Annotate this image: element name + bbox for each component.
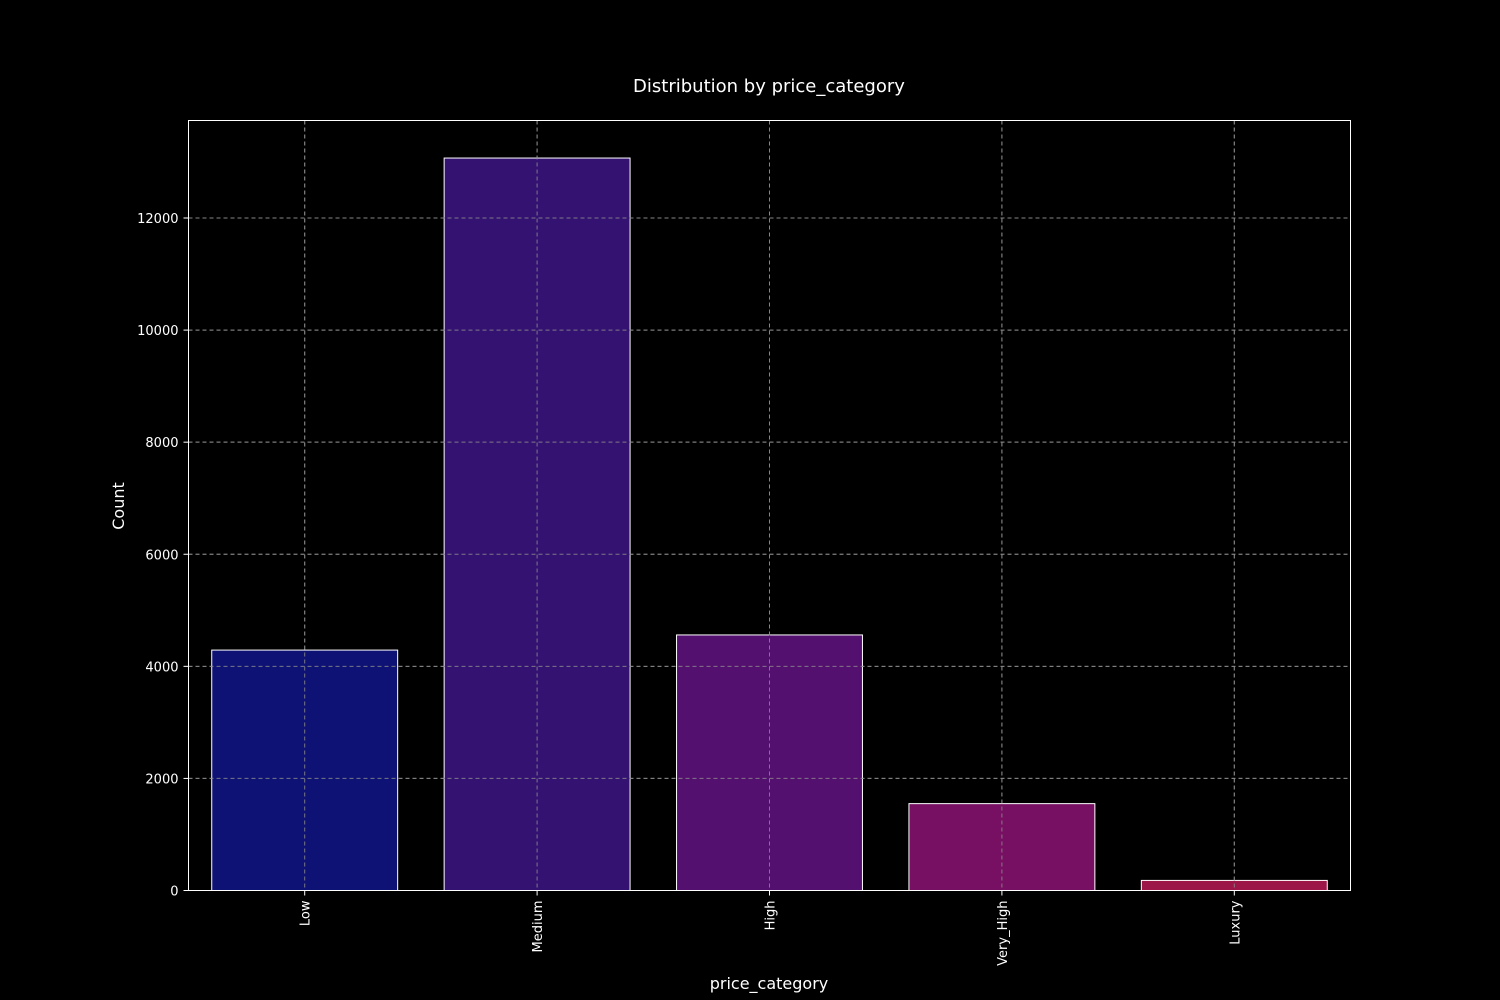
x-tick-label: High [764, 901, 779, 931]
y-tick-label: 10000 [137, 324, 178, 339]
plot-frame [188, 120, 1351, 891]
x-tick-label: Medium [531, 901, 546, 953]
bar-low [211, 649, 399, 891]
y-tick-label: 12000 [137, 212, 178, 227]
x-tick-label: Low [299, 900, 314, 926]
y-tick-label: 8000 [145, 436, 178, 451]
x-axis-label: price_category [710, 974, 829, 994]
bar-high [676, 634, 863, 892]
x-tick-label: Luxury [1228, 900, 1243, 945]
axis-ticks: 0 2000 4000 6000 8000 10000 12000 Low Medium High… [137, 212, 1243, 966]
chart-title: Distribution by price_category [633, 76, 905, 97]
x-tick-label: Very_High [996, 901, 1011, 966]
y-axis-label: Count [109, 482, 128, 530]
y-tick-label: 4000 [145, 660, 178, 675]
bar-very-high [908, 803, 1096, 892]
y-tick-label: 2000 [145, 772, 178, 787]
bars [188, 120, 1351, 892]
y-tick-label: 0 [170, 885, 178, 900]
y-tick-label: 6000 [145, 548, 178, 563]
